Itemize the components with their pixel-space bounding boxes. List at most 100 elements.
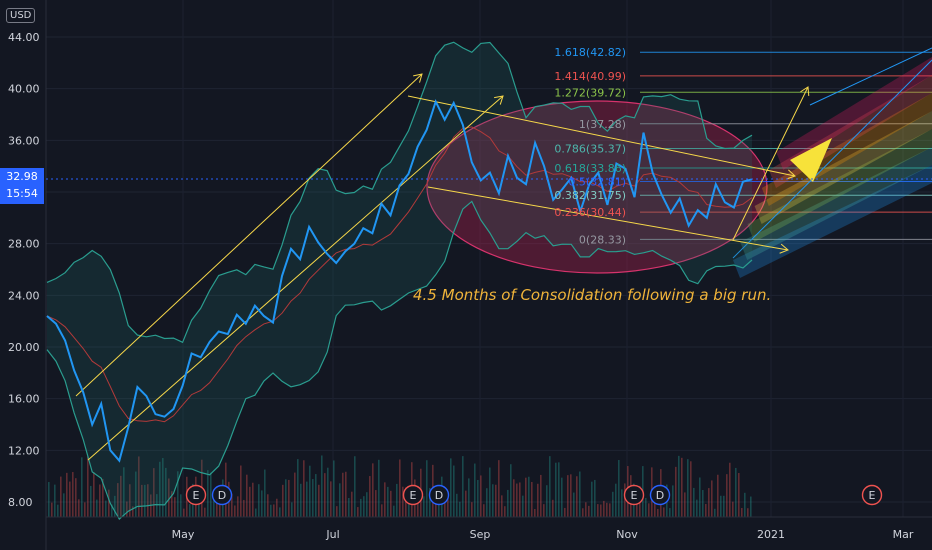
band-middle [46,126,753,423]
volume-bar [48,482,50,517]
volume-bar [699,477,701,517]
volume-bar [468,478,470,517]
volume-bar [156,494,158,517]
volume-bar [561,477,563,517]
volume-bar [486,488,488,517]
volume-bar [249,486,251,517]
volume-bar [717,474,719,517]
volume-bar [645,497,647,517]
volume-bar [72,472,74,517]
volume-bar [714,508,716,517]
volume-bar [219,504,221,517]
volume-bar [99,484,101,517]
fan-band [740,147,932,260]
volume-bar [312,479,314,517]
fib-labels: 1.618(42.82) 1.414(40.99) 1.272(39.72) 1(37… [554,46,626,246]
volume-bar [555,462,557,517]
volume-bar [675,466,677,517]
price-series-line [46,98,753,463]
volume-bar [552,499,554,517]
volume-bar [438,501,440,517]
volume-bar [147,484,149,517]
trend-channels [75,73,810,461]
arrowhead [494,95,504,105]
band-fill [47,42,752,520]
fib-label: 0.5(32.81) [568,176,626,189]
volume-bar [132,506,134,517]
volume-bar [75,478,77,517]
volume-bar [96,499,98,517]
volume-bar [378,459,380,517]
x-tick-label: Mar [893,528,914,541]
dividend-marker[interactable]: D [211,484,233,506]
volume-bar [57,504,59,517]
marker-circle [211,484,233,506]
volume-bar [129,484,131,517]
earnings-marker[interactable]: E [623,484,645,506]
volume-bar [444,493,446,517]
x-tick-label: Jul [325,528,339,541]
volume-bar [453,465,455,517]
volume-bar [207,470,209,517]
volume-bar [348,497,350,517]
volume-bar [69,481,71,517]
volume-bar [648,503,650,517]
volume-bar [204,507,206,517]
volume-bar [300,483,302,517]
volume-bar [582,508,584,517]
fib-label: 1.272(39.72) [554,86,626,99]
volume-bar [741,508,743,517]
volume-bar [360,498,362,517]
volume-bar [723,495,725,517]
volume-bar [258,484,260,517]
dividend-marker[interactable]: D [428,484,450,506]
volume-bar [609,503,611,517]
volume-bar [480,475,482,517]
volume-bar [363,496,365,517]
volume-bar [726,474,728,517]
volume-bar [672,485,674,517]
volume-bar [108,489,110,517]
volume-bar [87,456,89,517]
volume-bar [405,487,407,517]
volume-bar [750,496,752,517]
volume-bar [585,502,587,517]
currency-label[interactable]: USD [6,8,36,23]
volume-bar [450,458,452,517]
fib-label: 1.618(42.82) [554,46,626,59]
volume-bar [687,459,689,517]
volume-bar [54,484,56,517]
volume-bar [600,504,602,517]
volume-bar [162,458,164,517]
volume-bar [483,504,485,517]
dividend-marker[interactable]: D [649,484,671,506]
volume-bar [519,482,521,517]
volume-bar [369,476,371,517]
volume-bar [366,492,368,517]
volume-bar [528,476,530,517]
arrowhead [786,169,796,180]
earnings-marker[interactable]: E [185,484,207,506]
volume-bar [459,501,461,517]
earnings-marker[interactable]: E [402,484,424,506]
current-price-tag: 32.98 15:54 [0,168,44,204]
volume-bar [273,504,275,517]
volume-bar [144,484,146,517]
volume-bar [474,463,476,517]
volume-bar [309,465,311,517]
y-tick-label: 28.00 [8,238,40,251]
volume-bar [594,479,596,517]
volume-bar [111,504,113,517]
volume-bar [81,457,83,517]
current-price: 32.98 [6,170,38,183]
projection-line [732,86,809,241]
y-tick-label: 44.00 [8,31,40,44]
earnings-marker[interactable]: E [861,484,883,506]
volume-bar [387,486,389,517]
marker-circle [402,484,424,506]
volume-bar [732,501,734,517]
volume-bar [384,482,386,517]
volume-bar [246,474,248,517]
